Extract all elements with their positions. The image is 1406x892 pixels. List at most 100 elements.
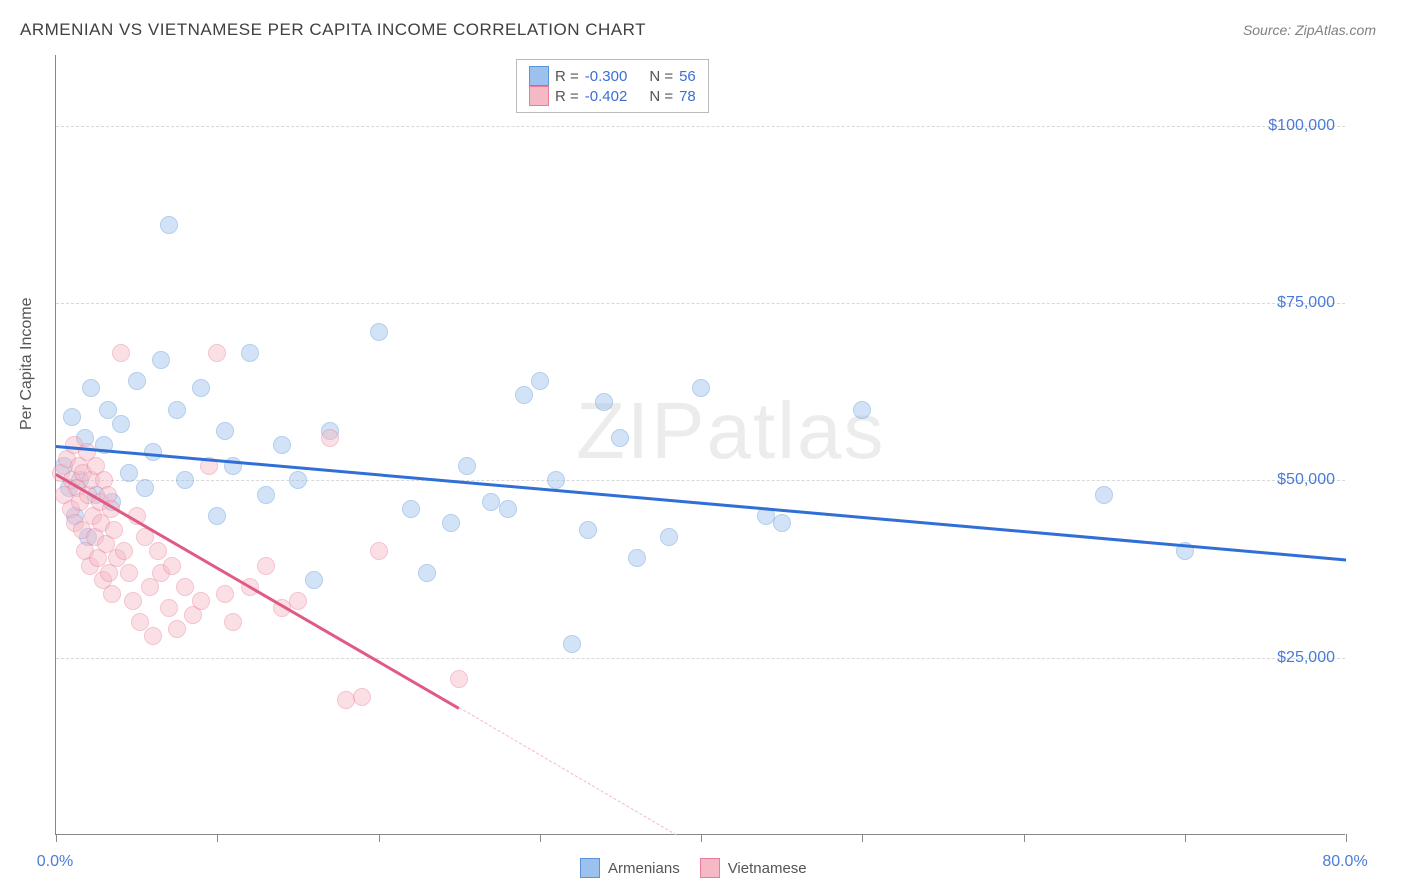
gridline bbox=[56, 658, 1345, 659]
gridline bbox=[56, 303, 1345, 304]
data-point bbox=[160, 216, 178, 234]
data-point bbox=[515, 386, 533, 404]
x-tick bbox=[217, 834, 218, 842]
data-point bbox=[531, 372, 549, 390]
data-point bbox=[305, 571, 323, 589]
r-value: -0.402 bbox=[585, 88, 628, 105]
data-point bbox=[192, 592, 210, 610]
x-tick bbox=[701, 834, 702, 842]
data-point bbox=[168, 620, 186, 638]
legend-label: Armenians bbox=[608, 860, 680, 877]
data-point bbox=[370, 323, 388, 341]
data-point bbox=[402, 500, 420, 518]
data-point bbox=[628, 549, 646, 567]
data-point bbox=[128, 372, 146, 390]
data-point bbox=[208, 507, 226, 525]
data-point bbox=[337, 691, 355, 709]
legend-row: R = -0.300 N = 56 bbox=[529, 66, 696, 86]
data-point bbox=[450, 670, 468, 688]
x-tick bbox=[862, 834, 863, 842]
plot-area: ZIPatlas R =-0.300N =56R =-0.402N =78 $2… bbox=[55, 55, 1345, 835]
data-point bbox=[152, 351, 170, 369]
n-value: 56 bbox=[679, 68, 696, 85]
data-point bbox=[611, 429, 629, 447]
n-label: N = bbox=[649, 68, 673, 85]
data-point bbox=[595, 393, 613, 411]
data-point bbox=[160, 599, 178, 617]
data-point bbox=[773, 514, 791, 532]
data-point bbox=[112, 344, 130, 362]
series-legend: Armenians Vietnamese bbox=[580, 858, 807, 878]
data-point bbox=[289, 592, 307, 610]
data-point bbox=[660, 528, 678, 546]
data-point bbox=[353, 688, 371, 706]
data-point bbox=[579, 521, 597, 539]
x-tick bbox=[56, 834, 57, 842]
legend-swatch bbox=[529, 66, 549, 86]
y-axis-title: Per Capita Income bbox=[18, 297, 36, 430]
data-point bbox=[120, 564, 138, 582]
y-tick-label: $75,000 bbox=[1277, 294, 1335, 312]
data-point bbox=[176, 471, 194, 489]
r-value: -0.300 bbox=[585, 68, 628, 85]
legend-item: Vietnamese bbox=[700, 858, 807, 878]
x-tick bbox=[540, 834, 541, 842]
data-point bbox=[418, 564, 436, 582]
source-attribution: Source: ZipAtlas.com bbox=[1243, 22, 1376, 38]
x-tick-label: 80.0% bbox=[1322, 853, 1367, 871]
data-point bbox=[105, 521, 123, 539]
trend-extension bbox=[459, 707, 677, 835]
data-point bbox=[124, 592, 142, 610]
data-point bbox=[853, 401, 871, 419]
data-point bbox=[216, 422, 234, 440]
gridline bbox=[56, 480, 1345, 481]
data-point bbox=[257, 557, 275, 575]
data-point bbox=[563, 635, 581, 653]
legend-row: R = -0.402 N = 78 bbox=[529, 86, 696, 106]
x-tick bbox=[379, 834, 380, 842]
x-tick bbox=[1185, 834, 1186, 842]
data-point bbox=[168, 401, 186, 419]
legend-label: Vietnamese bbox=[728, 860, 807, 877]
legend-swatch bbox=[700, 858, 720, 878]
x-tick bbox=[1024, 834, 1025, 842]
trend-line bbox=[56, 445, 1346, 561]
data-point bbox=[692, 379, 710, 397]
data-point bbox=[458, 457, 476, 475]
r-label: R = bbox=[555, 88, 579, 105]
chart-title: ARMENIAN VS VIETNAMESE PER CAPITA INCOME… bbox=[20, 20, 646, 40]
x-tick bbox=[1346, 834, 1347, 842]
data-point bbox=[241, 344, 259, 362]
data-point bbox=[1095, 486, 1113, 504]
data-point bbox=[499, 500, 517, 518]
data-point bbox=[112, 415, 130, 433]
y-tick-label: $100,000 bbox=[1268, 117, 1335, 135]
n-label: N = bbox=[649, 88, 673, 105]
data-point bbox=[120, 464, 138, 482]
data-point bbox=[257, 486, 275, 504]
data-point bbox=[115, 542, 133, 560]
data-point bbox=[176, 578, 194, 596]
data-point bbox=[163, 557, 181, 575]
legend-swatch bbox=[529, 86, 549, 106]
data-point bbox=[370, 542, 388, 560]
data-point bbox=[144, 627, 162, 645]
legend-swatch bbox=[580, 858, 600, 878]
data-point bbox=[208, 344, 226, 362]
data-point bbox=[321, 429, 339, 447]
gridline bbox=[56, 126, 1345, 127]
n-value: 78 bbox=[679, 88, 696, 105]
data-point bbox=[273, 436, 291, 454]
y-tick-label: $25,000 bbox=[1277, 649, 1335, 667]
correlation-legend: R = -0.300 N = 56 R = -0.402 N = 78 bbox=[516, 59, 709, 113]
data-point bbox=[136, 479, 154, 497]
data-point bbox=[82, 379, 100, 397]
data-point bbox=[442, 514, 460, 532]
data-point bbox=[192, 379, 210, 397]
r-label: R = bbox=[555, 68, 579, 85]
data-point bbox=[547, 471, 565, 489]
x-tick-label: 0.0% bbox=[37, 853, 73, 871]
legend-item: Armenians bbox=[580, 858, 680, 878]
data-point bbox=[216, 585, 234, 603]
data-point bbox=[149, 542, 167, 560]
